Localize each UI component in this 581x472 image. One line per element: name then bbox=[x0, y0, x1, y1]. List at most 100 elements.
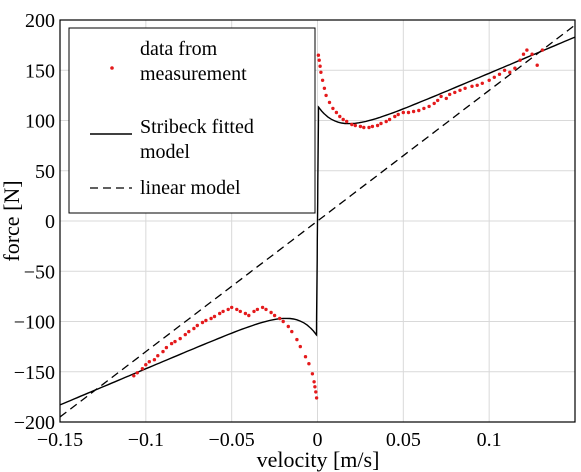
y-tick-label: −200 bbox=[14, 412, 55, 434]
measurement-point bbox=[384, 119, 388, 124]
measurement-point bbox=[164, 345, 169, 350]
measurement-point bbox=[387, 117, 392, 122]
measurement-point bbox=[295, 337, 299, 342]
measurement-point bbox=[161, 349, 165, 354]
measurement-point bbox=[252, 309, 256, 314]
y-tick-label: 150 bbox=[25, 60, 55, 82]
measurement-point bbox=[318, 64, 322, 68]
measurement-point bbox=[144, 363, 148, 367]
measurement-point bbox=[278, 316, 282, 321]
measurement-point bbox=[235, 307, 239, 312]
measurement-point bbox=[345, 119, 349, 124]
measurement-point bbox=[226, 307, 230, 312]
measurement-point bbox=[169, 341, 174, 346]
measurement-point bbox=[475, 83, 479, 88]
x-tick-label: 0.05 bbox=[386, 429, 421, 451]
measurement-point bbox=[187, 329, 191, 334]
measurement-point bbox=[436, 98, 440, 103]
measurement-point bbox=[518, 58, 522, 62]
measurement-point bbox=[393, 114, 397, 119]
x-tick-label: −0.15 bbox=[37, 429, 83, 451]
measurement-point bbox=[307, 362, 311, 366]
legend: data from measurement Stribeck fitted model… bbox=[68, 27, 316, 214]
legend-box bbox=[68, 27, 316, 214]
measurement-point bbox=[209, 316, 213, 321]
x-tick-labels: −0.15 −0.1 −0.05 0 0.05 0.1 bbox=[37, 429, 502, 451]
measurement-point bbox=[358, 124, 363, 129]
measurement-point bbox=[334, 110, 339, 115]
measurement-point bbox=[316, 53, 321, 57]
measurement-point bbox=[204, 318, 208, 323]
measurement-point bbox=[502, 68, 507, 73]
measurement-point bbox=[370, 124, 375, 129]
measurement-point bbox=[341, 117, 345, 122]
measurement-point bbox=[313, 385, 317, 389]
measurement-point bbox=[458, 88, 462, 93]
measurement-point bbox=[453, 90, 457, 95]
measurement-point bbox=[422, 106, 426, 111]
measurement-point bbox=[350, 122, 354, 127]
measurement-point bbox=[362, 125, 366, 130]
measurement-point bbox=[314, 390, 318, 394]
measurement-point bbox=[152, 358, 157, 362]
measurement-point bbox=[264, 307, 268, 312]
measurement-point bbox=[497, 72, 502, 77]
measurement-point bbox=[178, 336, 182, 341]
measurement-point bbox=[327, 100, 332, 105]
measurement-point bbox=[200, 320, 205, 325]
measurement-point bbox=[540, 48, 545, 52]
x-tick-label: 0 bbox=[313, 429, 323, 451]
measurement-point bbox=[406, 110, 411, 115]
measurement-point bbox=[331, 106, 335, 111]
measurement-point bbox=[432, 101, 436, 106]
measurement-point bbox=[411, 109, 416, 114]
measurement-point bbox=[290, 329, 294, 334]
measurement-point bbox=[480, 81, 484, 86]
x-tick-label: 0.1 bbox=[477, 429, 502, 451]
measurement-point bbox=[525, 48, 529, 52]
measurement-point bbox=[427, 104, 431, 109]
measurement-point bbox=[281, 319, 285, 324]
measurement-point bbox=[140, 367, 145, 371]
measurement-point bbox=[367, 125, 371, 130]
stribeck-fitted-line bbox=[60, 36, 575, 406]
measurement-point bbox=[195, 323, 199, 328]
measurement-point bbox=[487, 78, 491, 83]
y-tick-label: 100 bbox=[25, 111, 55, 133]
measurement-point bbox=[303, 355, 308, 359]
measurement-point bbox=[221, 309, 225, 314]
measurement-point bbox=[448, 92, 452, 97]
measurement-point bbox=[173, 339, 177, 344]
y-tick-label: −50 bbox=[24, 261, 55, 283]
measurement-point bbox=[513, 66, 517, 70]
measurement-point bbox=[218, 311, 222, 316]
measurement-point bbox=[298, 344, 302, 349]
measurement-point bbox=[269, 310, 273, 315]
y-axis-label: force [N] bbox=[0, 180, 24, 261]
measurement-point bbox=[238, 309, 242, 314]
measurement-point bbox=[401, 110, 405, 115]
series-layer bbox=[60, 24, 575, 418]
measurement-point bbox=[508, 70, 512, 75]
y-tick-label: 50 bbox=[35, 161, 55, 183]
measurement-point bbox=[338, 114, 342, 119]
measurement-point bbox=[260, 305, 265, 310]
legend-marker-measurement bbox=[110, 66, 114, 70]
plot-frame bbox=[59, 19, 576, 423]
legend-label-linear: linear model bbox=[140, 177, 241, 199]
measurement-point bbox=[192, 326, 196, 331]
linear-model-line bbox=[60, 24, 575, 418]
measurement-point bbox=[535, 63, 539, 67]
measurement-point bbox=[156, 354, 160, 358]
measurement-point bbox=[530, 52, 534, 56]
measurement-point bbox=[379, 121, 383, 126]
x-tick-label: −0.1 bbox=[128, 429, 164, 451]
measurement-point bbox=[353, 123, 357, 128]
measurement-point bbox=[255, 307, 260, 312]
measurement-point bbox=[135, 371, 139, 375]
y-tick-label: 200 bbox=[25, 10, 55, 32]
legend-label-measurement: data from bbox=[140, 38, 218, 60]
measurement-point bbox=[439, 94, 443, 99]
x-tick-label: −0.05 bbox=[209, 429, 255, 451]
measurement-point bbox=[417, 108, 421, 113]
